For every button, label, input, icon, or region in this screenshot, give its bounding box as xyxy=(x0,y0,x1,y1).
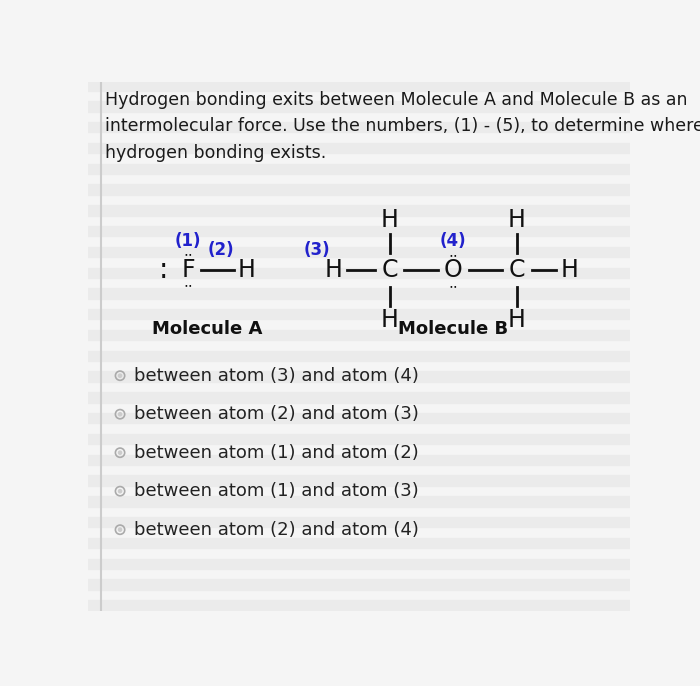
Bar xyxy=(88,143,630,153)
Bar xyxy=(88,371,630,382)
Text: (1): (1) xyxy=(175,232,202,250)
Bar xyxy=(88,351,630,361)
Text: Hydrogen bonding exits between Molecule A and Molecule B as an
intermolecular fo: Hydrogen bonding exits between Molecule … xyxy=(104,91,700,162)
Text: C: C xyxy=(382,258,398,282)
Bar xyxy=(88,558,630,569)
Bar xyxy=(88,205,630,215)
Bar xyxy=(88,226,630,236)
Text: between atom (3) and atom (4): between atom (3) and atom (4) xyxy=(134,367,419,385)
Text: (4): (4) xyxy=(440,232,467,250)
Text: O: O xyxy=(444,258,463,282)
Text: Molecule A: Molecule A xyxy=(153,320,262,338)
Circle shape xyxy=(118,451,122,454)
Text: between atom (2) and atom (4): between atom (2) and atom (4) xyxy=(134,521,419,539)
Text: (2): (2) xyxy=(208,241,234,259)
Text: between atom (2) and atom (3): between atom (2) and atom (3) xyxy=(134,405,419,423)
Bar xyxy=(88,496,630,506)
Text: between atom (1) and atom (3): between atom (1) and atom (3) xyxy=(134,482,419,500)
Text: ⋅⋅: ⋅⋅ xyxy=(183,247,193,262)
Text: H: H xyxy=(508,308,526,332)
Bar xyxy=(88,600,630,611)
Bar xyxy=(88,413,630,423)
Circle shape xyxy=(118,374,122,377)
Circle shape xyxy=(118,490,122,493)
Text: H: H xyxy=(381,308,399,332)
Text: between atom (1) and atom (2): between atom (1) and atom (2) xyxy=(134,444,419,462)
Bar xyxy=(88,247,630,257)
Text: H: H xyxy=(508,208,526,232)
Bar xyxy=(88,122,630,132)
Bar xyxy=(88,309,630,320)
Text: ⋅⋅: ⋅⋅ xyxy=(449,279,458,294)
Bar xyxy=(88,268,630,278)
Bar xyxy=(88,434,630,445)
Text: Molecule B: Molecule B xyxy=(398,320,508,338)
Bar xyxy=(88,475,630,486)
Bar xyxy=(88,455,630,465)
Bar xyxy=(88,392,630,403)
Text: ⋅⋅: ⋅⋅ xyxy=(183,278,193,293)
Bar xyxy=(88,580,630,590)
Text: C: C xyxy=(509,258,525,282)
Bar xyxy=(88,330,630,340)
Bar xyxy=(88,288,630,298)
Circle shape xyxy=(118,412,122,416)
Bar xyxy=(88,538,630,548)
Bar xyxy=(88,163,630,174)
Bar xyxy=(88,80,630,91)
Text: H: H xyxy=(561,258,578,282)
Text: :: : xyxy=(159,256,168,284)
Text: H: H xyxy=(237,258,256,282)
Text: (3): (3) xyxy=(304,241,330,259)
Text: H: H xyxy=(381,208,399,232)
Text: H: H xyxy=(325,258,343,282)
Circle shape xyxy=(118,528,122,532)
Bar xyxy=(88,102,630,112)
Bar xyxy=(88,517,630,528)
Bar xyxy=(88,185,630,195)
Text: F: F xyxy=(181,258,195,282)
Text: ⋅⋅: ⋅⋅ xyxy=(449,248,458,263)
